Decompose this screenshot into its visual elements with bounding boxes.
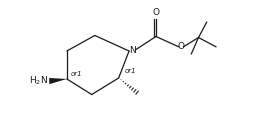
Text: or1: or1 [71,71,83,77]
Text: H$_2$N: H$_2$N [29,75,48,87]
Polygon shape [49,78,67,84]
Text: or1: or1 [125,68,137,74]
Text: O: O [153,8,160,17]
Text: N: N [129,46,136,55]
Text: O: O [178,42,185,51]
